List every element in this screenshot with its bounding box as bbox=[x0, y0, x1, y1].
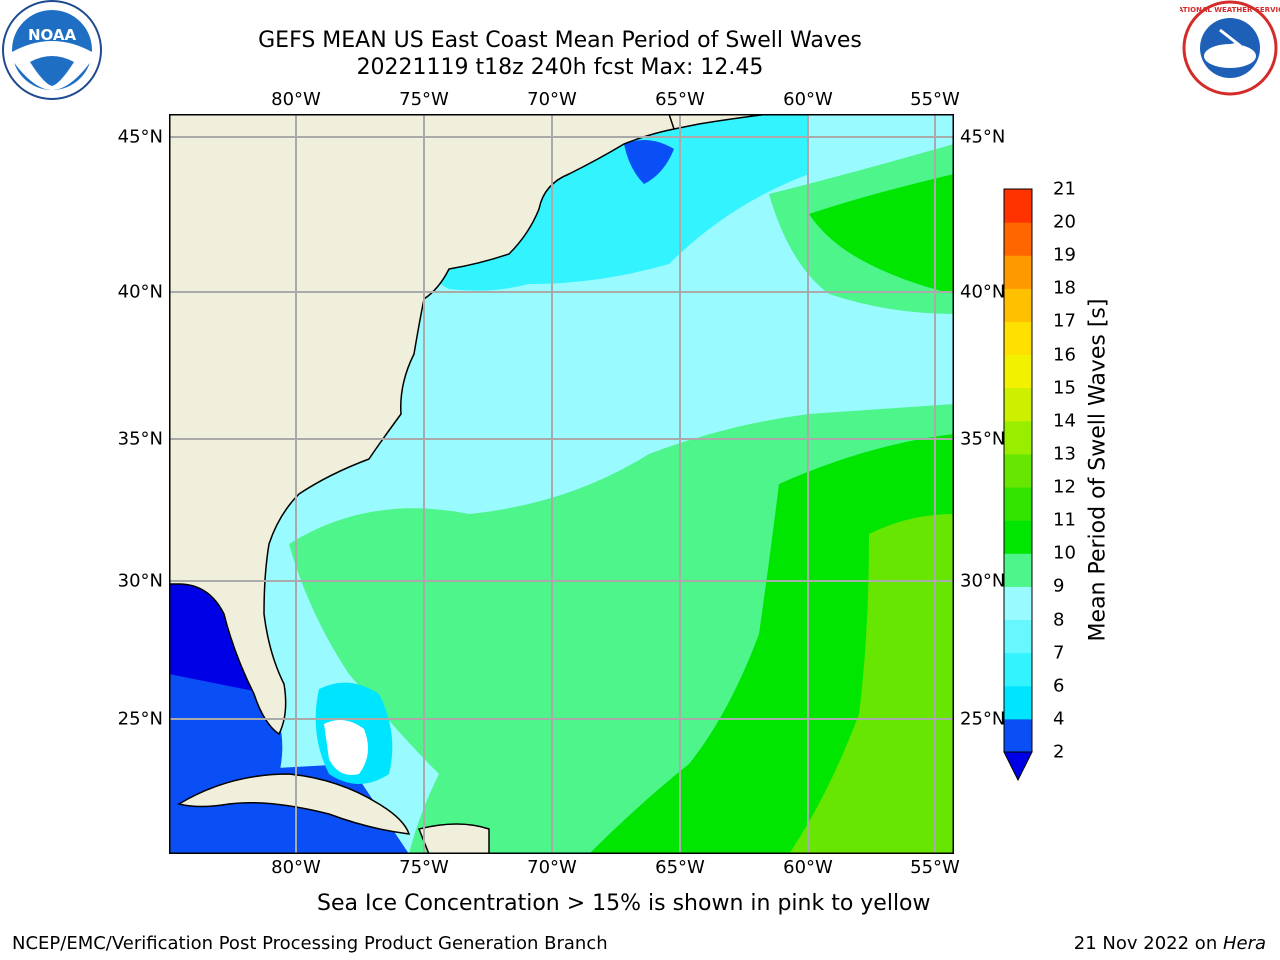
footer-date-text: 21 Nov 2022 on bbox=[1073, 933, 1223, 954]
lon-label-bottom: 55°W bbox=[910, 857, 960, 878]
nws-logo: NATIONAL WEATHER SERVICE bbox=[1172, 0, 1280, 100]
colorbar-tick-label: 17 bbox=[1053, 310, 1076, 332]
colorbar-swatch bbox=[1004, 619, 1032, 654]
lon-label-top: 75°W bbox=[399, 89, 449, 110]
colorbar-swatch bbox=[1004, 586, 1032, 621]
hispaniola-land bbox=[417, 823, 490, 854]
map-frame bbox=[169, 114, 954, 854]
lon-label-bottom: 65°W bbox=[655, 857, 705, 878]
lon-label-top: 65°W bbox=[655, 89, 705, 110]
colorbar-tick-label: 21 bbox=[1053, 178, 1076, 200]
chart-title: GEFS MEAN US East Coast Mean Period of S… bbox=[258, 28, 862, 53]
colorbar-swatch bbox=[1004, 354, 1032, 389]
swell-period-map bbox=[169, 114, 954, 854]
lon-label-bottom: 70°W bbox=[527, 857, 577, 878]
lat-label-right: 25°N bbox=[960, 708, 1006, 730]
colorbar-extend-arrow bbox=[1003, 751, 1033, 782]
cuba-land bbox=[177, 773, 411, 835]
colorbar-swatch bbox=[1004, 420, 1032, 455]
colorbar-svg bbox=[1003, 188, 1033, 782]
colorbar-tick-label: 8 bbox=[1053, 609, 1065, 631]
colorbar-label: Mean Period of Swell Waves [s] bbox=[1085, 298, 1111, 642]
colorbar-tick-label: 13 bbox=[1053, 443, 1076, 465]
contour-11-12s bbox=[789, 514, 954, 854]
bay-of-fundy bbox=[624, 140, 674, 184]
lon-label-top: 80°W bbox=[271, 89, 321, 110]
colorbar-frame bbox=[1003, 188, 1033, 753]
colorbar-tick-label: 14 bbox=[1053, 410, 1076, 432]
sea-ice-caption: Sea Ice Concentration > 15% is shown in … bbox=[317, 891, 931, 916]
colorbar-swatch bbox=[1004, 387, 1032, 422]
map-panel bbox=[169, 114, 954, 854]
svg-text:NATIONAL WEATHER SERVICE: NATIONAL WEATHER SERVICE bbox=[1180, 6, 1280, 14]
colorbar-swatch bbox=[1004, 652, 1032, 687]
chart-subtitle: 20221119 t18z 240h fcst Max: 12.45 bbox=[356, 55, 764, 80]
lon-label-bottom: 60°W bbox=[783, 857, 833, 878]
contour-10-11s-north bbox=[809, 174, 954, 294]
colorbar-swatch bbox=[1004, 288, 1032, 322]
lon-label-top: 70°W bbox=[527, 89, 577, 110]
colorbar-swatch bbox=[1004, 685, 1032, 720]
colorbar-swatch bbox=[1004, 222, 1032, 256]
colorbar-tick-label: 6 bbox=[1053, 675, 1065, 697]
lat-label-right: 45°N bbox=[960, 126, 1006, 148]
graticule bbox=[169, 114, 954, 854]
footer-credit: NCEP/EMC/Verification Post Processing Pr… bbox=[12, 933, 608, 954]
lat-label-right: 35°N bbox=[960, 428, 1006, 450]
colorbar-swatch bbox=[1004, 255, 1032, 289]
lat-label-left: 25°N bbox=[117, 708, 163, 730]
colorbar-tick-label: 20 bbox=[1053, 211, 1076, 233]
colorbar-swatch bbox=[1004, 189, 1032, 223]
lon-label-top: 60°W bbox=[783, 89, 833, 110]
footer-date: 21 Nov 2022 on Hera bbox=[1074, 933, 1266, 954]
colorbar-swatch bbox=[1004, 487, 1032, 521]
colorbar-tick-label: 9 bbox=[1053, 575, 1065, 597]
colorbar-tick-label: 2 bbox=[1053, 741, 1065, 763]
footer-host: Hera bbox=[1222, 933, 1266, 954]
colorbar-tick-label: 18 bbox=[1053, 277, 1076, 299]
colorbar-tick-label: 12 bbox=[1053, 476, 1076, 498]
gulf-2-4s bbox=[169, 674, 283, 784]
colorbar-swatch bbox=[1004, 553, 1032, 587]
noaa-logo: NOAA bbox=[0, 0, 104, 104]
colorbar-tick-label: 15 bbox=[1053, 377, 1076, 399]
lat-label-right: 30°N bbox=[960, 570, 1006, 592]
lat-label-right: 40°N bbox=[960, 281, 1006, 303]
colorbar-swatch bbox=[1004, 520, 1032, 554]
lat-label-left: 40°N bbox=[117, 281, 163, 303]
lat-label-left: 45°N bbox=[117, 126, 163, 148]
colorbar-tick-label: 11 bbox=[1053, 509, 1076, 531]
colorbar-swatch bbox=[1004, 321, 1032, 356]
colorbar-tick-label: 19 bbox=[1053, 244, 1076, 266]
bahamas-banks bbox=[324, 720, 368, 775]
colorbar bbox=[1000, 187, 1040, 791]
lat-label-left: 30°N bbox=[117, 570, 163, 592]
lon-label-top: 55°W bbox=[910, 89, 960, 110]
colorbar-swatch bbox=[1004, 453, 1032, 488]
colorbar-swatch bbox=[1004, 718, 1032, 753]
colorbar-tick-label: 16 bbox=[1053, 344, 1076, 366]
colorbar-tick-label: 10 bbox=[1053, 542, 1076, 564]
colorbar-tick-label: 4 bbox=[1053, 708, 1065, 730]
lon-label-bottom: 75°W bbox=[399, 857, 449, 878]
colorbar-tick-label: 7 bbox=[1053, 642, 1065, 664]
svg-text:NOAA: NOAA bbox=[28, 26, 77, 44]
lat-label-left: 35°N bbox=[117, 428, 163, 450]
lon-label-bottom: 80°W bbox=[271, 857, 321, 878]
